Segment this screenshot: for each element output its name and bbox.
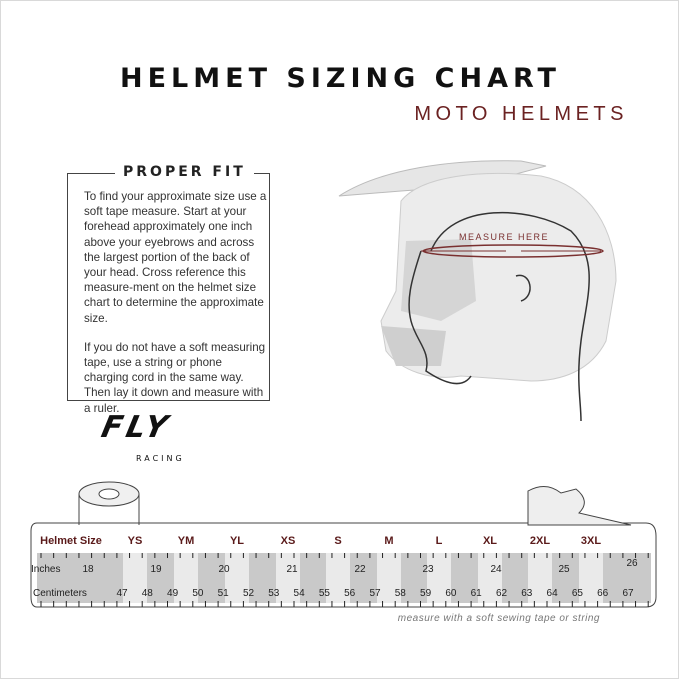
- size-label: YM: [177, 535, 195, 547]
- cm-label: 58: [394, 588, 406, 599]
- size-band: [225, 553, 249, 603]
- size-band: [427, 553, 451, 603]
- proper-fit-title: PROPER FIT: [115, 164, 254, 181]
- size-label: XS: [280, 535, 296, 547]
- size-band: [478, 553, 502, 603]
- size-label: 3XL: [580, 535, 602, 547]
- size-label: 2XL: [529, 535, 551, 547]
- cm-label: 59: [420, 588, 432, 599]
- cm-label: 67: [622, 588, 634, 599]
- size-band: [579, 553, 603, 603]
- inch-label: 25: [558, 564, 570, 575]
- size-label: XL: [482, 535, 498, 547]
- inch-label: 22: [354, 564, 366, 575]
- inch-label: 26: [626, 558, 638, 569]
- cm-label: 53: [268, 588, 280, 599]
- proper-fit-text: To find your approximate size use a soft…: [84, 189, 267, 430]
- size-label: YS: [127, 535, 143, 547]
- inch-label: 21: [286, 564, 298, 575]
- size-band: [377, 553, 401, 603]
- cm-label: 56: [344, 588, 356, 599]
- measure-note: measure with a soft sewing tape or strin…: [397, 613, 600, 624]
- helmet-size-row-label: Helmet Size: [40, 535, 102, 547]
- size-label: S: [334, 535, 342, 547]
- cm-label: 50: [192, 588, 204, 599]
- cm-row-label: Centimeters: [33, 588, 87, 599]
- cm-label: 65: [571, 588, 583, 599]
- size-label: M: [384, 535, 394, 547]
- size-band: [276, 553, 300, 603]
- fit-paragraph-1: To find your approximate size use a soft…: [84, 190, 267, 325]
- inch-label: 24: [490, 564, 502, 575]
- page-subtitle: MOTO HELMETS: [414, 103, 628, 125]
- logo-subtext: RACING: [136, 454, 185, 463]
- inch-label: 19: [150, 564, 162, 575]
- inches-row-label: Inches: [31, 564, 61, 575]
- size-band: [123, 553, 147, 603]
- size-band: [174, 553, 198, 603]
- cm-label: 55: [318, 588, 330, 599]
- page-title: HELMET SIZING CHART: [120, 63, 561, 94]
- cm-label: 54: [293, 588, 305, 599]
- cm-label: 49: [167, 588, 179, 599]
- cm-label: 52: [242, 588, 255, 599]
- cm-label: 61: [470, 588, 482, 599]
- inch-label: 20: [218, 564, 230, 575]
- cm-label: 48: [141, 588, 153, 599]
- cm-label: 66: [597, 588, 609, 599]
- measure-here-label: MEASURE HERE: [459, 232, 550, 242]
- cm-label: 64: [546, 588, 558, 599]
- size-band: [326, 553, 350, 603]
- size-label: YL: [229, 535, 245, 547]
- inch-label: 23: [422, 564, 434, 575]
- fit-paragraph-2: If you do not have a soft measuring tape…: [84, 340, 266, 415]
- inch-label: 18: [82, 564, 94, 575]
- fly-racing-logo: FLY RACING: [98, 410, 185, 463]
- cm-label: 47: [116, 588, 128, 599]
- cm-label: 63: [521, 588, 533, 599]
- cm-label: 60: [445, 588, 457, 599]
- cm-label: 51: [217, 588, 229, 599]
- size-label: L: [435, 535, 443, 547]
- size-band: [528, 553, 552, 603]
- cm-label: 57: [369, 588, 381, 599]
- logo-text: FLY: [98, 410, 174, 445]
- cm-label: 62: [495, 588, 508, 599]
